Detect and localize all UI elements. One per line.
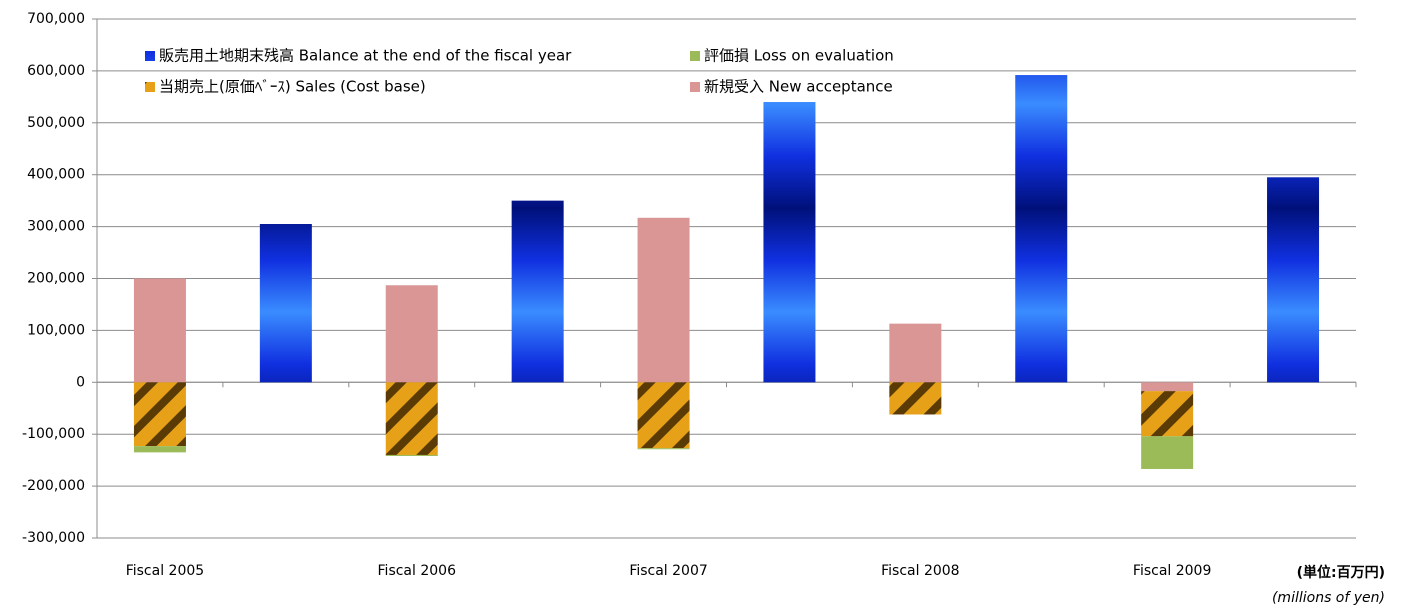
bar — [1141, 391, 1194, 437]
legend-swatch — [690, 82, 700, 92]
y-tick-label: 600,000 — [27, 63, 85, 79]
legend-label: 販売用土地期末残高 Balance at the end of the fisc… — [159, 47, 572, 65]
bar — [1015, 75, 1068, 383]
y-tick-label: 0 — [76, 374, 85, 390]
y-tick-label: 500,000 — [27, 115, 85, 131]
x-tick-label: Fiscal 2006 — [378, 563, 457, 579]
legend-label: 評価損 Loss on evaluation — [704, 47, 894, 65]
bar — [889, 382, 942, 415]
bar — [259, 224, 312, 383]
legend: 新規受入 New acceptance 当期売上(原価ﾍﾞｰｽ) Sales (C… — [145, 47, 894, 96]
y-tick-label: -300,000 — [22, 530, 85, 546]
bar — [1267, 177, 1320, 383]
y-tick-label: 100,000 — [27, 322, 85, 338]
x-tick-label: Fiscal 2008 — [881, 563, 959, 579]
unit-annotation: (単位:百万円) — [1297, 564, 1385, 581]
legend-swatch — [145, 51, 155, 61]
y-tick-label: 700,000 — [27, 11, 85, 27]
bar — [133, 278, 186, 383]
x-tick-label: Fiscal 2005 — [126, 563, 204, 579]
y-tick-label: -100,000 — [22, 426, 85, 442]
legend-label: 新規受入 New acceptance — [704, 78, 893, 96]
bar — [763, 102, 816, 383]
bar — [133, 382, 186, 447]
bar — [637, 382, 690, 449]
y-tick-label: 400,000 — [27, 167, 85, 183]
bar — [637, 217, 690, 383]
bar — [133, 446, 186, 453]
x-tick-label: Fiscal 2009 — [1133, 563, 1211, 579]
bar — [889, 323, 942, 383]
bar — [385, 382, 438, 455]
bar — [1141, 382, 1194, 392]
legend-label: 当期売上(原価ﾍﾞｰｽ) Sales (Cost base) — [159, 78, 426, 96]
bar — [637, 448, 690, 450]
y-tick-label: 300,000 — [27, 219, 85, 235]
bar — [511, 200, 564, 383]
bar — [385, 454, 438, 456]
unit-annotation: (millions of yen) — [1272, 590, 1385, 606]
bar — [385, 285, 438, 383]
legend-swatch — [145, 82, 155, 92]
y-tick-label: 200,000 — [27, 271, 85, 287]
bar — [1141, 436, 1194, 469]
x-tick-label: Fiscal 2007 — [629, 563, 707, 579]
y-tick-label: -200,000 — [22, 478, 85, 494]
legend-swatch — [690, 51, 700, 61]
